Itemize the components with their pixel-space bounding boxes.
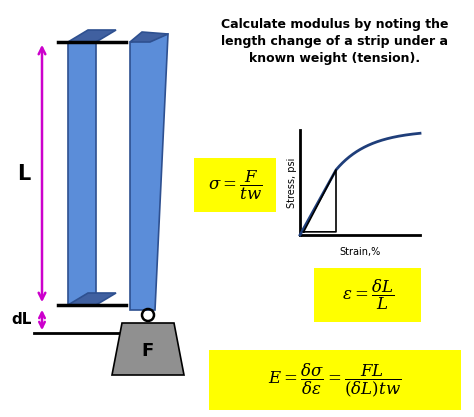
FancyBboxPatch shape xyxy=(315,268,421,322)
Text: $E = \dfrac{\delta\sigma}{\delta\varepsilon} = \dfrac{FL}{(\delta L)tw}$: $E = \dfrac{\delta\sigma}{\delta\varepsi… xyxy=(268,361,401,399)
Polygon shape xyxy=(130,32,168,42)
Polygon shape xyxy=(130,34,168,310)
Polygon shape xyxy=(68,293,116,305)
Text: $\sigma = \dfrac{F}{tw}$: $\sigma = \dfrac{F}{tw}$ xyxy=(208,168,262,201)
Text: Strain,%: Strain,% xyxy=(339,247,381,257)
Text: Stress, psi: Stress, psi xyxy=(287,157,297,208)
FancyBboxPatch shape xyxy=(194,158,276,212)
Text: L: L xyxy=(18,163,31,183)
FancyBboxPatch shape xyxy=(209,350,461,410)
Polygon shape xyxy=(112,323,184,375)
Text: Calculate modulus by noting the
length change of a strip under a
known weight (t: Calculate modulus by noting the length c… xyxy=(221,18,449,65)
Text: F: F xyxy=(142,342,154,360)
Polygon shape xyxy=(68,30,116,42)
Polygon shape xyxy=(68,42,96,305)
Text: dL: dL xyxy=(12,311,32,327)
Text: $\varepsilon = \dfrac{\delta L}{L}$: $\varepsilon = \dfrac{\delta L}{L}$ xyxy=(342,278,394,312)
